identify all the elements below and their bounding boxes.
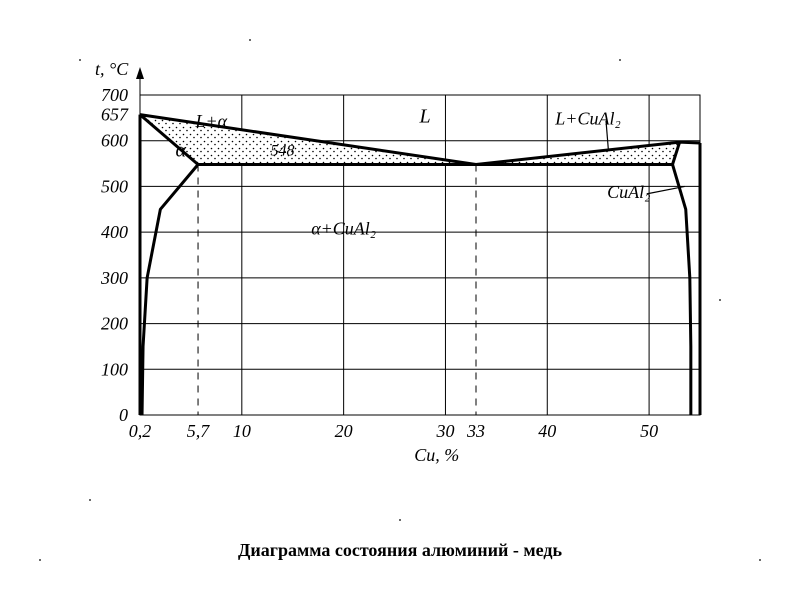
svg-text:10: 10 [233, 421, 251, 441]
svg-text:CuAl₂: CuAl₂ [607, 182, 650, 202]
svg-text:600: 600 [101, 131, 128, 151]
svg-text:50: 50 [640, 421, 658, 441]
svg-text:100: 100 [101, 359, 128, 379]
svg-text:300: 300 [100, 268, 128, 288]
svg-text:500: 500 [101, 176, 128, 196]
svg-text:α: α [175, 140, 186, 162]
svg-text:t, °C: t, °C [95, 59, 129, 79]
svg-text:30: 30 [435, 421, 454, 441]
svg-text:L+α: L+α [194, 111, 227, 131]
svg-text:700: 700 [101, 85, 128, 105]
svg-text:0: 0 [119, 405, 128, 425]
svg-text:400: 400 [101, 222, 128, 242]
phase-diagram: t, °C 0,2 10 20 30 40 50 5,7 33 Cu, % 0 100 200 300 40… [0, 0, 800, 600]
svg-text:5,7: 5,7 [187, 421, 211, 441]
figure-caption: Диаграмма состояния алюминий - медь [0, 540, 800, 561]
svg-text:L+CuAl₂: L+CuAl₂ [554, 109, 620, 129]
svg-text:0,2: 0,2 [129, 421, 152, 441]
svg-text:657: 657 [101, 105, 129, 125]
svg-text:20: 20 [335, 421, 353, 441]
svg-text:Cu, %: Cu, % [414, 445, 459, 465]
svg-text:548: 548 [271, 142, 295, 159]
svg-text:33: 33 [466, 421, 485, 441]
svg-text:200: 200 [101, 314, 128, 334]
svg-text:L: L [419, 105, 431, 127]
caption-text: Диаграмма состояния алюминий - медь [238, 540, 562, 560]
svg-text:40: 40 [538, 421, 556, 441]
svg-text:α+CuAl₂: α+CuAl₂ [311, 218, 376, 238]
